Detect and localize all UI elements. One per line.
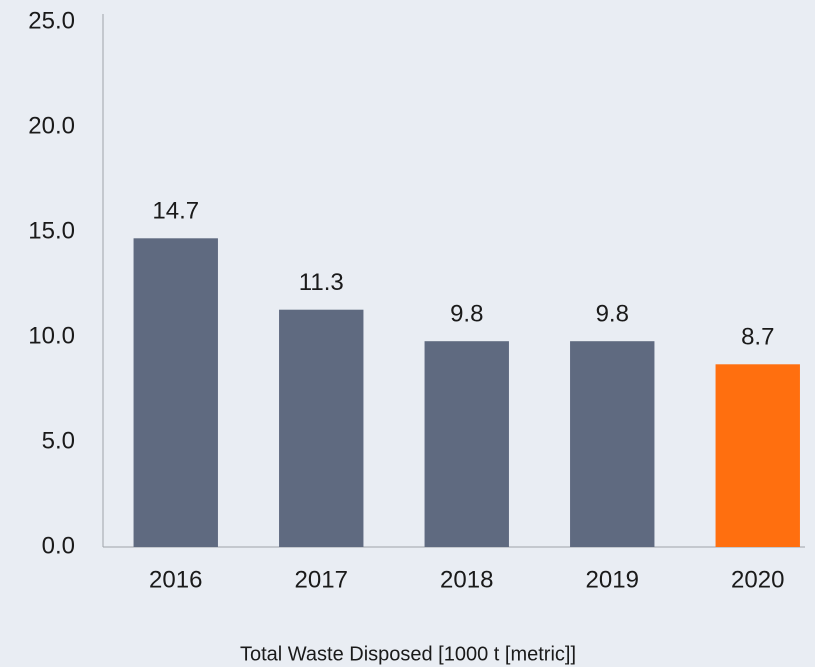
x-tick-label: 2018 xyxy=(440,566,493,593)
y-tick-label: 25.0 xyxy=(28,7,75,34)
y-tick-label: 15.0 xyxy=(28,217,75,244)
y-tick-label: 5.0 xyxy=(42,427,75,454)
x-tick-label: 2020 xyxy=(731,566,784,593)
data-label: 14.7 xyxy=(152,198,199,225)
bar xyxy=(279,309,364,547)
bar xyxy=(715,364,800,547)
bar xyxy=(570,341,655,547)
x-tick-label: 2019 xyxy=(586,566,639,593)
data-label: 8.7 xyxy=(741,324,774,351)
y-tick-label: 10.0 xyxy=(28,322,75,349)
bar xyxy=(424,341,509,547)
data-label: 11.3 xyxy=(299,269,344,296)
x-tick-label: 2016 xyxy=(149,566,202,593)
data-label: 9.8 xyxy=(596,301,629,328)
y-tick-label: 20.0 xyxy=(28,112,75,139)
x-tick-label: 2017 xyxy=(295,566,348,593)
data-label: 9.8 xyxy=(450,301,483,328)
y-tick-label: 0.0 xyxy=(42,532,75,559)
bar xyxy=(133,238,218,548)
x-axis-title: Total Waste Disposed [1000 t [metric]] xyxy=(240,643,576,665)
